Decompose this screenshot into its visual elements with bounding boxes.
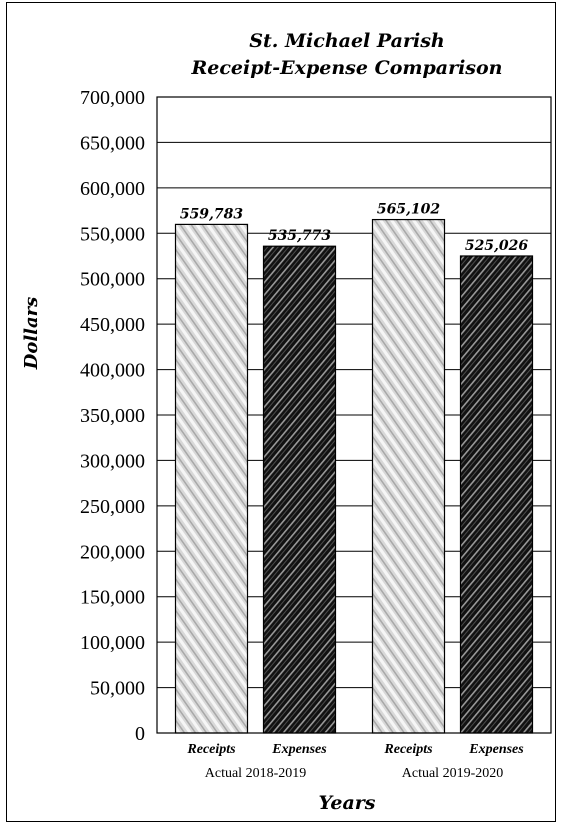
y-tick-label: 100,000: [80, 632, 145, 654]
x-axis-label: Years: [318, 792, 375, 814]
bar-expenses: [262, 245, 337, 734]
y-tick-label: 350,000: [80, 405, 145, 427]
y-tick-label: 650,000: [80, 132, 145, 154]
y-tick-label: 150,000: [80, 587, 145, 609]
bar-expenses: [459, 255, 534, 734]
data-label: 535,773: [268, 228, 332, 244]
bar-chart: St. Michael Parish Receipt-Expense Compa…: [21, 30, 552, 814]
data-label: 565,102: [377, 202, 441, 218]
y-axis-label: Dollars: [21, 297, 42, 371]
y-tick-label: 700,000: [80, 87, 145, 109]
plot-area: [156, 96, 552, 734]
y-tick-label: 50,000: [90, 678, 145, 700]
x-category-label: Receipts: [383, 742, 433, 757]
data-label: 559,783: [180, 206, 244, 222]
y-tick-label: 550,000: [80, 223, 145, 245]
y-tick-label: 500,000: [80, 269, 145, 291]
y-tick-label: 0: [135, 723, 145, 745]
data-label: 525,026: [465, 238, 529, 254]
chart-title-line-2: Receipt-Expense Comparison: [190, 57, 502, 79]
bars: [174, 218, 534, 734]
y-axis-ticks: 0 50,000 100,000 150,000 200,000 250,000 300,0…: [80, 87, 145, 745]
y-tick-label: 200,000: [80, 541, 145, 563]
bar-receipts: [371, 218, 446, 734]
y-tick-label: 250,000: [80, 496, 145, 518]
x-group-label: Actual 2019-2020: [402, 766, 503, 781]
y-tick-label: 300,000: [80, 450, 145, 472]
x-group-label: Actual 2018-2019: [205, 766, 306, 781]
chart-frame: St. Michael Parish Receipt-Expense Compa…: [6, 2, 556, 822]
x-category-label: Expenses: [271, 742, 327, 757]
y-tick-label: 400,000: [80, 360, 145, 382]
y-tick-label: 600,000: [80, 178, 145, 200]
chart-title-line-1: St. Michael Parish: [249, 30, 444, 52]
x-category-label: Expenses: [468, 742, 524, 757]
x-category-label: Receipts: [186, 742, 236, 757]
data-labels: 559,783 Receipts 535,773 Expenses Actual 201…: [180, 202, 529, 781]
bar-receipts: [174, 223, 249, 734]
y-tick-label: 450,000: [80, 314, 145, 336]
